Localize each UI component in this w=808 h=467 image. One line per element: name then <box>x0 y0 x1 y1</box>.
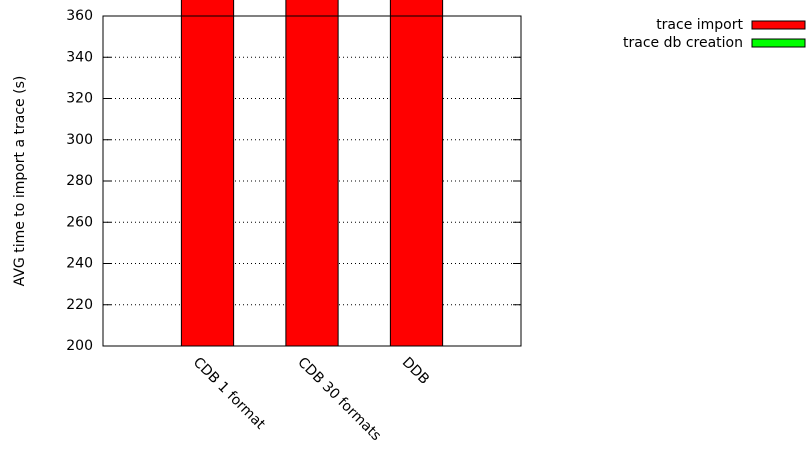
legend-swatch <box>751 38 806 48</box>
y-tick-label: 340 <box>66 49 93 65</box>
y-tick-label: 320 <box>66 91 93 107</box>
y-tick-label: 200 <box>66 338 93 354</box>
x-tick-label: DDB <box>399 354 432 387</box>
x-tick-label: CDB 1 format <box>190 354 269 433</box>
y-tick-label: 280 <box>66 173 93 189</box>
x-tick-label: CDB 30 formats <box>294 354 384 444</box>
legend-label: trace import <box>656 17 743 33</box>
y-axis-label: AVG time to import a trace (s) <box>12 76 28 287</box>
y-tick-label: 240 <box>66 256 93 272</box>
bar-segment <box>389 0 444 347</box>
legend-label: trace db creation <box>623 35 743 51</box>
y-tick-label: 260 <box>66 214 93 230</box>
bar-segment <box>285 0 339 347</box>
plot-border <box>102 15 522 347</box>
y-tick-label: 360 <box>66 8 93 24</box>
y-tick-label: 220 <box>66 297 93 313</box>
y-tick-label: 300 <box>66 132 93 148</box>
legend-swatch <box>751 20 806 30</box>
bar-segment <box>180 0 235 347</box>
